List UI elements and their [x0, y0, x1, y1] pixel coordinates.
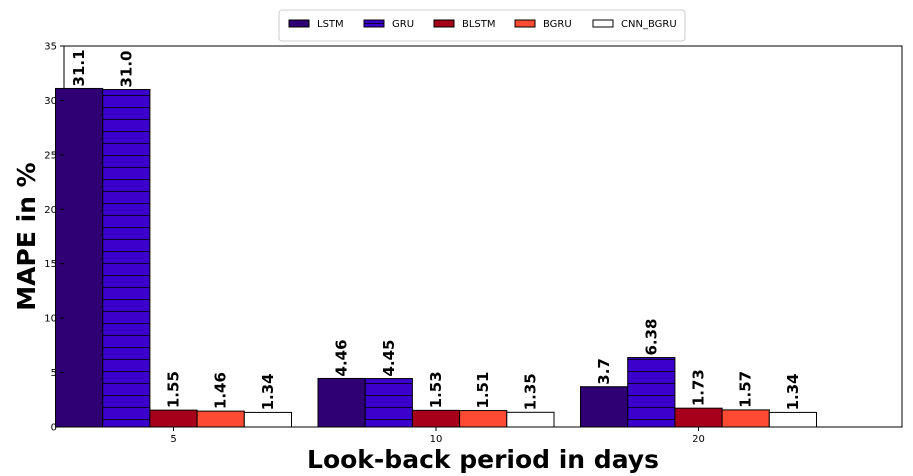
bar-hatch-gru-5	[102, 89, 150, 428]
value-label: 1.57	[737, 371, 755, 408]
bar-bgru-10	[459, 410, 508, 428]
value-label: 1.51	[474, 372, 492, 409]
y-tick-label: 30	[44, 96, 57, 107]
x-axis-title: Look-back period in days	[307, 445, 659, 474]
y-axis-title: MAPE in %	[12, 162, 41, 310]
value-label: 3.7	[595, 358, 613, 385]
value-label: 31.0	[117, 51, 135, 88]
y-tick-label: 20	[44, 205, 57, 216]
legend-swatch-blstm	[433, 19, 455, 28]
x-tick-label: 10	[430, 434, 443, 445]
value-label: 4.46	[333, 339, 351, 376]
bar-lstm-5	[55, 87, 104, 428]
bar-blstm-10	[411, 409, 461, 428]
legend-label-lstm: LSTM	[317, 19, 344, 30]
x-tick-label: 5	[170, 434, 176, 445]
legend: LSTM GRU BLSTM BGRU CNN_BGRU	[278, 9, 686, 42]
bars	[55, 87, 817, 428]
value-label: 6.38	[642, 319, 660, 356]
value-label: 1.55	[165, 371, 183, 408]
legend-swatch-bgru	[514, 19, 536, 28]
bar-lstm-20	[580, 386, 629, 428]
y-tick-label: 15	[44, 259, 57, 270]
y-tick-label: 5	[51, 368, 57, 379]
value-label: 1.35	[521, 373, 539, 410]
value-label: 1.34	[784, 373, 802, 410]
plot-frame	[63, 45, 903, 428]
x-tick-label: 20	[692, 434, 705, 445]
bar-bgru-20	[721, 409, 770, 428]
value-label: 1.46	[212, 372, 230, 409]
y-tick-label: 10	[44, 314, 57, 325]
value-label: 1.34	[259, 373, 277, 410]
y-tick-label: 35	[44, 42, 57, 53]
legend-box	[278, 9, 686, 42]
axes: 0 5 10 15 20 25 30 35 5 10 20	[44, 42, 705, 446]
plot-area	[63, 45, 903, 428]
legend-label-gru: GRU	[392, 19, 414, 30]
bar-blstm-5	[149, 409, 198, 428]
legend-label-bgru: BGRU	[543, 19, 572, 30]
value-labels: 31.1 4.46 3.7 31.0 4.45 6.38 1.55 1.53 1.73 1.46 1…	[70, 49, 802, 410]
value-label: 1.73	[690, 369, 708, 406]
bar-hatch-gru-20	[627, 357, 675, 427]
bar-cnn-bgru-10	[506, 411, 555, 428]
legend-label-blstm: BLSTM	[462, 19, 496, 30]
bar-cnn-bgru-20	[768, 411, 817, 428]
legend-swatch-hatch	[364, 20, 384, 27]
value-label: 31.1	[70, 49, 88, 86]
bar-lstm-10	[317, 377, 366, 428]
y-tick-label: 25	[44, 150, 57, 161]
legend-swatch-cnn-bgru	[592, 19, 614, 28]
bar-blstm-20	[674, 407, 723, 428]
value-label: 4.45	[380, 340, 398, 377]
legend-swatch-lstm	[288, 19, 310, 28]
value-label: 1.53	[427, 371, 445, 408]
bar-bgru-5	[196, 410, 245, 428]
legend-label-cnn-bgru: CNN_BGRU	[621, 19, 677, 30]
y-tick-label: 0	[51, 423, 57, 434]
bar-hatch-gru-10	[365, 378, 413, 427]
bar-cnn-bgru-5	[243, 411, 293, 428]
